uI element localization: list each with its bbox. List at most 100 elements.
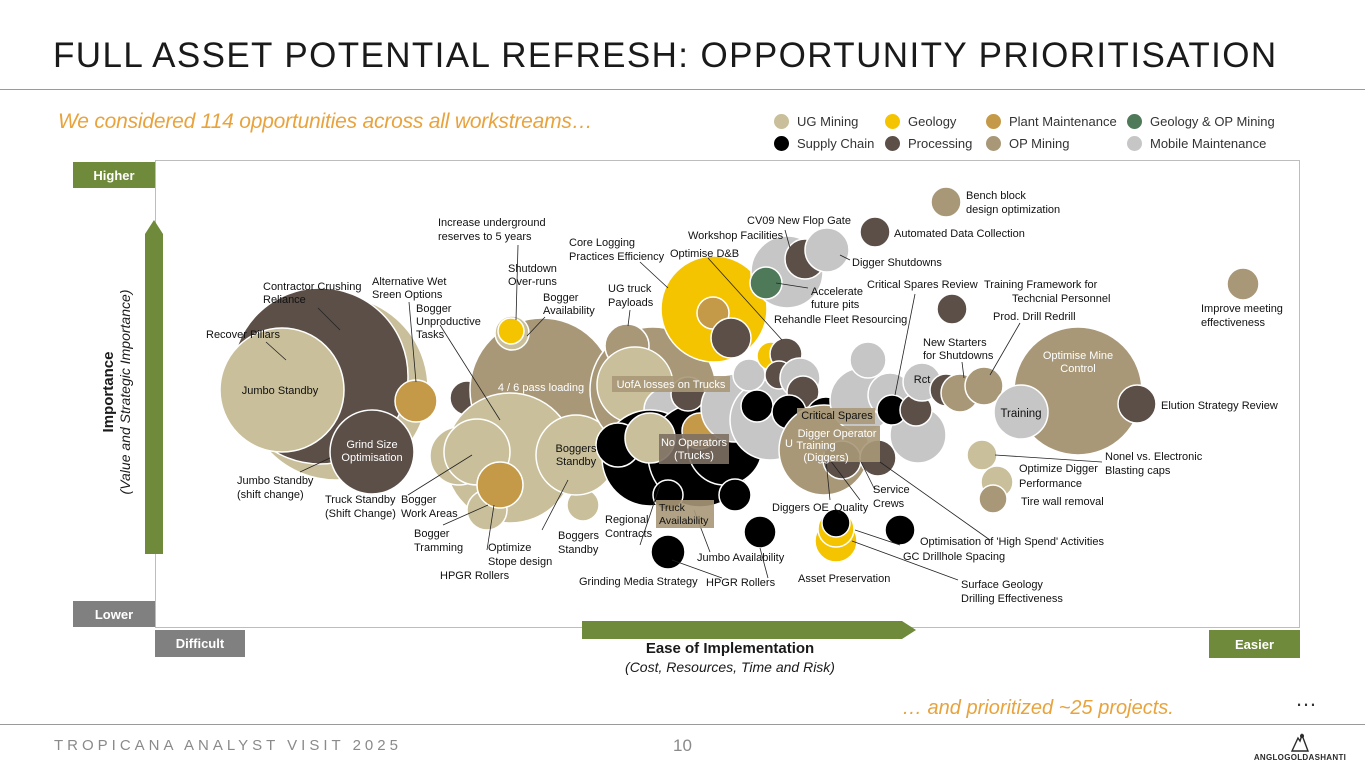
callout-stope-design: Stope design bbox=[488, 556, 552, 568]
leader-opt-stope bbox=[486, 504, 495, 551]
bubble-nonel bbox=[966, 439, 998, 471]
callout-diggers-oe: Diggers OE bbox=[772, 502, 829, 514]
leader-accelerate bbox=[775, 282, 809, 289]
bubble-label-training-mm: Training bbox=[1000, 408, 1041, 420]
bubble-label-diggers: (Diggers) bbox=[803, 452, 848, 464]
y-axis-arrow bbox=[145, 220, 163, 554]
callout-regional: Regional bbox=[605, 514, 648, 526]
callout-techcnial-personnel: Techcnial Personnel bbox=[1012, 293, 1110, 305]
legend-dot-icon bbox=[774, 136, 789, 151]
bubble-label-no-operators: No Operators bbox=[661, 437, 728, 449]
leader-hpgr-right bbox=[671, 559, 723, 579]
callout-future-pits: future pits bbox=[811, 299, 860, 311]
callout-core-logging: Core Logging bbox=[569, 237, 635, 249]
callout-improve-meeting: Improve meeting bbox=[1201, 303, 1283, 315]
bubble-label-standby: Standby bbox=[556, 456, 597, 468]
callout-for-shutdowns: for Shutdowns bbox=[923, 350, 994, 362]
callout-bogger: Bogger bbox=[416, 303, 452, 315]
closing-statement: … and prioritized ~25 projects. bbox=[902, 697, 1174, 719]
callout-practices-efficiency: Practices Efficiency bbox=[569, 251, 665, 263]
x-axis-title: Ease of Implementation bbox=[645, 640, 815, 657]
callout-new-starters: New Starters bbox=[923, 337, 987, 349]
leader-alt-wet bbox=[408, 301, 417, 383]
leader-nonel bbox=[994, 454, 1103, 463]
leader-core-logging bbox=[639, 261, 669, 289]
logo-text: ANGLOGOLDASHANTI bbox=[1253, 753, 1347, 762]
title-divider bbox=[0, 89, 1365, 90]
callout-cv09: CV09 New Flop Gate bbox=[747, 215, 851, 227]
page-number: 10 bbox=[673, 736, 692, 755]
bubble-accelerate-pits bbox=[749, 266, 783, 300]
bubble-label-jumbo-standby: Jumbo Standby bbox=[242, 385, 319, 397]
callout-digger-shutdowns: Digger Shutdowns bbox=[852, 257, 942, 269]
bubble-jumbo-availability bbox=[718, 478, 752, 512]
callout-ug-truck: UG truck bbox=[608, 283, 652, 295]
bubble-label-boggers: Boggers bbox=[556, 443, 597, 455]
x-axis-label: Ease of Implementation (Cost, Resources,… bbox=[590, 640, 870, 676]
callout-quality: Quality bbox=[834, 502, 869, 514]
callout-reserves: reserves to 5 years bbox=[438, 231, 532, 243]
callout-sreen-options: Sreen Options bbox=[372, 289, 443, 301]
legend-item-mobile-maintenance: Mobile Maintenance bbox=[1127, 136, 1266, 151]
callout-high-spend: Optimisation of 'High Spend' Activities bbox=[920, 536, 1104, 548]
legend-dot-icon bbox=[885, 136, 900, 151]
bubble-digger-shutdowns bbox=[804, 227, 850, 273]
company-logo: ANGLOGOLDASHANTI bbox=[1248, 732, 1352, 762]
callout-accelerate: Accelerate bbox=[811, 286, 863, 298]
bubble-label-u-fragment: U bbox=[785, 438, 793, 450]
legend-label: Geology bbox=[908, 114, 957, 129]
page-title: FULL ASSET POTENTIAL REFRESH: OPPORTUNIT… bbox=[53, 36, 1278, 75]
callout-truck-standby: Truck Standby bbox=[325, 494, 396, 506]
callout-alternative-wet: Alternative Wet bbox=[372, 276, 446, 288]
legend-dot-icon bbox=[1127, 136, 1142, 151]
callout-shift-change-2: (Shift Change) bbox=[325, 508, 396, 520]
bubble-elution bbox=[1117, 384, 1157, 424]
bubble-gc-drill bbox=[884, 514, 916, 546]
callout-shutdown: Shutdown bbox=[508, 263, 557, 275]
callout-optimize: Optimize bbox=[488, 542, 531, 554]
bubble-label-truck: Truck bbox=[659, 502, 686, 514]
bubble-jumbo-standby bbox=[219, 327, 345, 453]
bubble-label-training: Training bbox=[796, 440, 835, 452]
leader-contractor bbox=[317, 307, 341, 331]
legend-label: Processing bbox=[908, 136, 973, 151]
bubble-shutdown-overruns bbox=[497, 317, 525, 345]
callout-surface-geology: Surface Geology bbox=[961, 579, 1043, 591]
legend-item-ug-mining: UG Mining bbox=[774, 114, 858, 129]
footer-event: TROPICANA ANALYST VISIT 2025 bbox=[54, 737, 402, 754]
callout-jumbo-availability: Jumbo Availability bbox=[697, 552, 785, 564]
callout-jumbo-standby-shift: Jumbo Standby bbox=[237, 475, 314, 487]
bubble-label-4-6-pass: 4 / 6 pass loading bbox=[498, 382, 584, 394]
callout-workshop: Workshop Facilities bbox=[688, 230, 784, 242]
bubble-mm-right-2 bbox=[849, 341, 887, 379]
lower-tag: Lower bbox=[73, 601, 155, 627]
leader-quality bbox=[829, 459, 861, 501]
legend-dot-icon bbox=[986, 136, 1001, 151]
callout-nonel: Nonel vs. Electronic bbox=[1105, 451, 1203, 463]
callout-gc-drillhole: GC Drillhole Spacing bbox=[903, 551, 1005, 563]
callout-bench-block: Bench block bbox=[966, 190, 1026, 202]
callout-overruns: Over-runs bbox=[508, 276, 557, 288]
callout-reliance: Reliance bbox=[263, 294, 306, 306]
legend-label: UG Mining bbox=[797, 114, 859, 129]
easier-tag: Easier bbox=[1209, 630, 1300, 658]
bubble-label-optimisation: Optimisation bbox=[341, 452, 402, 464]
callout-bogger-avail: Bogger bbox=[543, 292, 579, 304]
callout-unproductive: Unproductive bbox=[416, 316, 481, 328]
bubble-label-optimise-mine: Optimise Mine bbox=[1043, 350, 1113, 362]
logo-icon bbox=[1290, 732, 1310, 752]
bubble-hpgr-rollers bbox=[650, 534, 686, 570]
bubble-tire-wall bbox=[978, 484, 1008, 514]
callout-tire-wall: Tire wall removal bbox=[1021, 496, 1104, 508]
legend-item-geology: Geology bbox=[885, 114, 956, 129]
callout-elution: Elution Strategy Review bbox=[1161, 400, 1278, 412]
callout-critical-spares-review: Critical Spares Review bbox=[867, 279, 978, 291]
bubble-training bbox=[993, 384, 1049, 440]
difficult-tag: Difficult bbox=[155, 630, 245, 657]
bubble-improve-meeting bbox=[1226, 267, 1260, 301]
callout-contracts: Contracts bbox=[605, 528, 653, 540]
callout-work-areas: Work Areas bbox=[401, 508, 458, 520]
callout-payloads: Payloads bbox=[608, 297, 654, 309]
bubble-label-digger-operator: Digger Operator bbox=[798, 428, 877, 440]
legend-label: Geology & OP Mining bbox=[1150, 114, 1275, 129]
